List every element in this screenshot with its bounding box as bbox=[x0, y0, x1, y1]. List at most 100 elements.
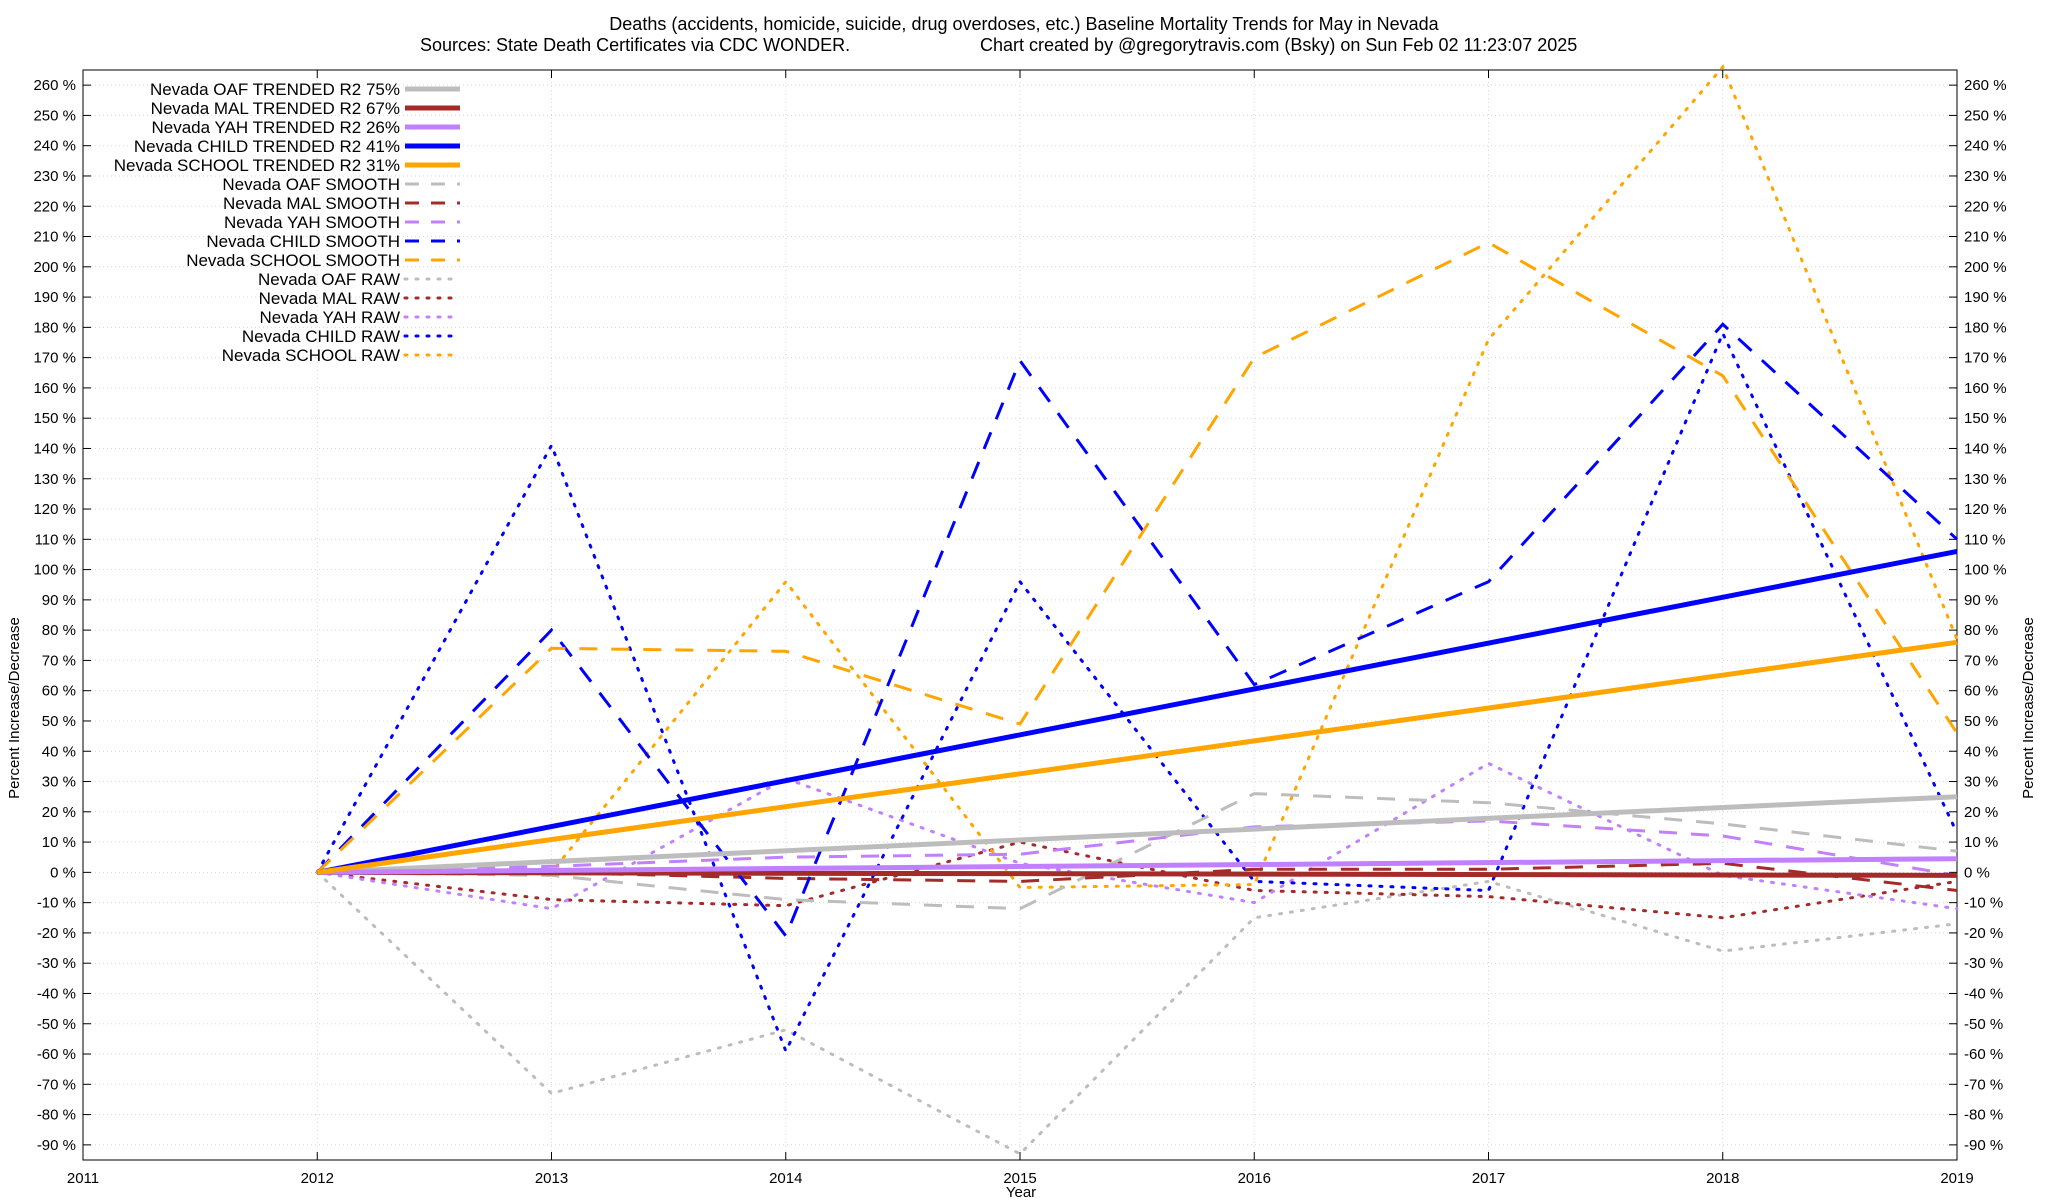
y-tick-label-left: -40 % bbox=[37, 985, 76, 1002]
y-tick-label-right: 140 % bbox=[1964, 440, 2007, 457]
y-tick-label-left: 50 % bbox=[42, 713, 76, 730]
y-tick-label-right: 210 % bbox=[1964, 229, 2007, 246]
series-line-8 bbox=[316, 322, 1959, 939]
legend-label: Nevada MAL SMOOTH bbox=[223, 194, 400, 213]
legend-label: Nevada SCHOOL SMOOTH bbox=[186, 251, 400, 270]
y-tick-label-right: 20 % bbox=[1964, 804, 1998, 821]
legend-label: Nevada YAH SMOOTH bbox=[224, 213, 400, 232]
legend-label: Nevada CHILD RAW bbox=[242, 327, 400, 346]
chart-subtitle-source: Sources: State Death Certificates via CD… bbox=[420, 35, 850, 55]
axes: -90 % -90 % -80 % -80 % -70 % -70 % -60 % -60 %… bbox=[33, 69, 2007, 1187]
x-tick-label: 2018 bbox=[1706, 1170, 1739, 1187]
legend-label: Nevada OAF SMOOTH bbox=[222, 175, 400, 194]
y-tick-label-left: 10 % bbox=[42, 834, 76, 851]
y-tick-label-left: 120 % bbox=[33, 501, 76, 518]
y-tick-label-left: -90 % bbox=[37, 1137, 76, 1154]
y-tick-label-right: -50 % bbox=[1964, 1016, 2003, 1033]
y-tick-label-left: -70 % bbox=[37, 1076, 76, 1093]
y-tick-label-right: 0 % bbox=[1964, 864, 1990, 881]
x-tick-label: 2011 bbox=[67, 1170, 99, 1187]
y-tick-label-left: 160 % bbox=[33, 380, 76, 397]
series-line-1 bbox=[317, 869, 1958, 878]
y-tick-label-left: 260 % bbox=[33, 77, 76, 94]
chart-subtitle-credit: Chart created by @gregorytravis.com (Bsk… bbox=[980, 35, 1577, 55]
y-tick-label-right: 190 % bbox=[1964, 289, 2007, 306]
y-tick-label-left: 190 % bbox=[33, 289, 76, 306]
y-tick-label-left: 220 % bbox=[33, 198, 76, 215]
y-tick-label-right: 110 % bbox=[1964, 531, 2005, 548]
y-tick-label-left: 130 % bbox=[33, 471, 76, 488]
series-line-11 bbox=[315, 840, 1959, 920]
y-tick-label-left: 250 % bbox=[33, 107, 76, 124]
chart-title: Deaths (accidents, homicide, suicide, dr… bbox=[609, 14, 1439, 34]
y-tick-label-left: 70 % bbox=[42, 652, 76, 669]
y-tick-label-right: 180 % bbox=[1964, 319, 2007, 336]
x-tick-label: 2012 bbox=[301, 1170, 334, 1187]
y-tick-label-right: 250 % bbox=[1964, 107, 2007, 124]
legend-label: Nevada MAL RAW bbox=[259, 289, 400, 308]
x-axis-label: Year bbox=[1006, 1184, 1036, 1200]
series-line-9 bbox=[316, 240, 1959, 874]
x-tick-label: 2016 bbox=[1238, 1170, 1271, 1187]
y-tick-label-left: -80 % bbox=[37, 1107, 76, 1124]
series-line-2 bbox=[317, 856, 1958, 875]
y-tick-label-left: 210 % bbox=[33, 229, 76, 246]
y-tick-label-right: 230 % bbox=[1964, 168, 2007, 185]
y-tick-label-right: -30 % bbox=[1964, 955, 2003, 972]
y-tick-label-right: 60 % bbox=[1964, 683, 1998, 700]
legend-label: Nevada MAL TRENDED R2 67% bbox=[151, 99, 400, 118]
plot-frame bbox=[82, 69, 1958, 1161]
y-tick-label-right: -10 % bbox=[1964, 895, 2003, 912]
y-tick-label-right: 260 % bbox=[1964, 77, 2007, 94]
legend-label: Nevada SCHOOL RAW bbox=[222, 346, 400, 365]
y-tick-label-left: 170 % bbox=[33, 350, 76, 367]
legend-label: Nevada YAH TRENDED R2 26% bbox=[152, 118, 401, 137]
series-line-14 bbox=[315, 64, 1959, 890]
y-tick-label-left: 110 % bbox=[35, 531, 76, 548]
x-tick-label: 2013 bbox=[535, 1170, 568, 1187]
legend-label: Nevada OAF TRENDED R2 75% bbox=[150, 80, 400, 99]
y-tick-label-right: 120 % bbox=[1964, 501, 2007, 518]
y-tick-label-right: 150 % bbox=[1964, 410, 2007, 427]
y-tick-label-left: 150 % bbox=[33, 410, 76, 427]
series-line-5 bbox=[317, 792, 1958, 911]
y-tick-label-right: -90 % bbox=[1964, 1137, 2003, 1154]
y-axis-label-right: Percent Increase/Decrease bbox=[2020, 617, 2037, 799]
y-tick-label-left: -10 % bbox=[37, 895, 76, 912]
legend-label: Nevada CHILD SMOOTH bbox=[206, 232, 400, 251]
y-tick-label-left: 40 % bbox=[42, 743, 76, 760]
series-line-10 bbox=[315, 870, 1959, 1156]
y-tick-label-right: 70 % bbox=[1964, 652, 1998, 669]
x-tick-label: 2017 bbox=[1472, 1170, 1505, 1187]
series-line-4 bbox=[316, 639, 1958, 875]
y-tick-label-left: 30 % bbox=[42, 774, 76, 791]
y-tick-label-left: 200 % bbox=[33, 259, 76, 276]
y-tick-label-right: 160 % bbox=[1964, 380, 2007, 397]
y-tick-label-left: 100 % bbox=[33, 562, 76, 579]
x-tick-label: 2014 bbox=[769, 1170, 802, 1187]
y-tick-label-right: -20 % bbox=[1964, 925, 2003, 942]
y-tick-label-left: -20 % bbox=[37, 925, 76, 942]
y-tick-label-left: -30 % bbox=[37, 955, 76, 972]
y-tick-label-right: -80 % bbox=[1964, 1107, 2003, 1124]
y-tick-label-left: 0 % bbox=[50, 864, 76, 881]
y-tick-label-right: 220 % bbox=[1964, 198, 2007, 215]
y-tick-label-right: 130 % bbox=[1964, 471, 2007, 488]
legend-label: Nevada OAF RAW bbox=[258, 270, 400, 289]
legend-label: Nevada YAH RAW bbox=[260, 308, 400, 327]
y-tick-label-right: 40 % bbox=[1964, 743, 1998, 760]
y-tick-label-left: 180 % bbox=[33, 319, 76, 336]
y-tick-label-right: 240 % bbox=[1964, 138, 2007, 155]
y-tick-label-left: 140 % bbox=[33, 440, 76, 457]
y-tick-label-right: 10 % bbox=[1964, 834, 1998, 851]
legend-label: Nevada CHILD TRENDED R2 41% bbox=[134, 137, 400, 156]
y-tick-label-right: 200 % bbox=[1964, 259, 2007, 276]
y-tick-label-left: 240 % bbox=[33, 138, 76, 155]
y-tick-label-left: 80 % bbox=[42, 622, 76, 639]
y-tick-label-right: 90 % bbox=[1964, 592, 1998, 609]
legend-label: Nevada SCHOOL TRENDED R2 31% bbox=[114, 156, 400, 175]
y-tick-label-left: 90 % bbox=[42, 592, 76, 609]
y-tick-label-right: -60 % bbox=[1964, 1046, 2003, 1063]
y-tick-label-left: 230 % bbox=[33, 168, 76, 185]
